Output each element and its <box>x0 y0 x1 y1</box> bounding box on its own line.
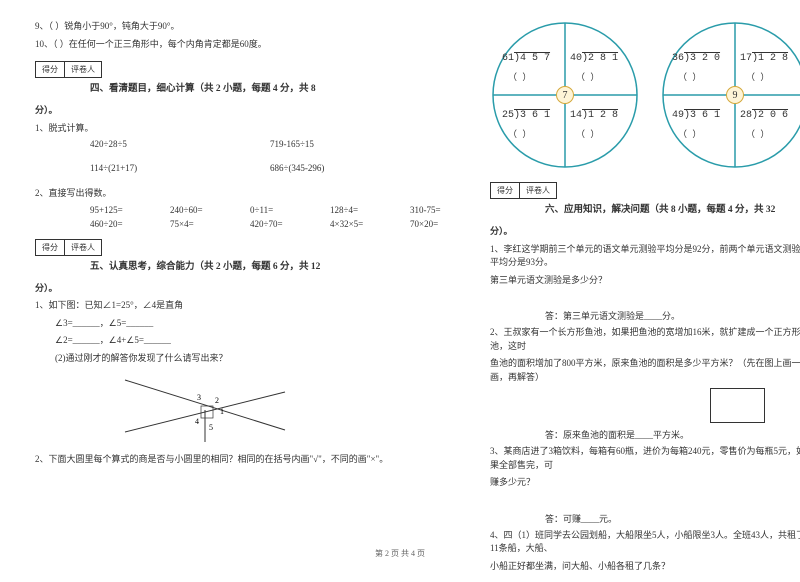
circle-9: 9 36)3 2 0 （ ） 17)1 2 8 （ ） 49)3 6 1 （ ）… <box>660 20 800 170</box>
calc-1b: 719-165÷15 <box>270 139 350 149</box>
grader-label: 评卷人 <box>65 62 101 77</box>
section-4-title: 四、看清题目，细心计算（共 2 小题，每题 4 分，共 8 <box>90 80 465 94</box>
problem-1-label: 1、脱式计算。 <box>35 122 465 136</box>
calc-1a: 420÷28÷5 <box>90 139 170 149</box>
q6-4b: 小船正好都坐满，问大船、小船各租了几条？ <box>490 560 800 574</box>
fen-close: 分）。 <box>35 282 465 296</box>
svg-text:4: 4 <box>195 417 199 426</box>
calc-2i: 4×32×5= <box>330 219 385 229</box>
q6-1a: 1、李红这学期前三个单元的语文单元测验平均分是92分，前两个单元语文测验的平均分… <box>490 243 800 270</box>
q6-1b: 第三单元语文测验是多少分？ <box>490 274 800 288</box>
q6-3b: 赚多少元？ <box>490 476 800 490</box>
calc-2c: 0÷11= <box>250 205 305 215</box>
q6-2-answer: 答：原来鱼池的面积是____平方米。 <box>545 428 800 441</box>
fen-close: 分）。 <box>490 225 800 239</box>
section-5-title: 五、认真思考，综合能力（共 2 小题，每题 6 分，共 12 <box>90 258 465 272</box>
circle-7: 7 61)4 5 7 （ ） 40)2 8 1 （ ） 25)3 6 1 （ ）… <box>490 20 640 170</box>
calc-2d: 128÷4= <box>330 205 385 215</box>
calc-2h: 420÷70= <box>250 219 305 229</box>
svg-text:1: 1 <box>220 407 224 416</box>
calc-1c: 114÷(21+17) <box>90 163 170 173</box>
svg-text:5: 5 <box>209 423 213 432</box>
q6-2b: 鱼池的面积增加了800平方米，原来鱼池的面积是多少平方米？（先在图上画一画，再解… <box>490 357 800 384</box>
q5-1: 1、如下图：已知∠1=25°，∠4是直角 <box>35 299 465 313</box>
fen-close: 分）。 <box>35 104 465 118</box>
q6-1-answer: 答：第三单元语文测验是____分。 <box>545 309 800 322</box>
score-box: 得分 评卷人 <box>35 61 102 78</box>
score-label: 得分 <box>491 183 520 198</box>
page-footer: 第 2 页 共 4 页 <box>0 548 800 559</box>
score-box: 得分 评卷人 <box>35 239 102 256</box>
q6-3a: 3、某商店进了3箱饮料，每箱有60瓶，进价为每箱240元，零售价为每瓶5元，如果… <box>490 445 800 472</box>
q5-2: 2、下面大圆里每个算式的商是否与小圆里的相同？相同的在括号内画"√"，不同的画"… <box>35 453 465 467</box>
center-badge: 9 <box>726 86 744 104</box>
score-box: 得分 评卷人 <box>490 182 557 199</box>
svg-text:3: 3 <box>197 393 201 402</box>
calc-2b: 240÷60= <box>170 205 225 215</box>
q9-text: 9、（ ）锐角小于90°，钝角大于90°。 <box>35 20 465 34</box>
calc-2j: 70×20= <box>410 219 465 229</box>
svg-text:2: 2 <box>215 396 219 405</box>
calc-1d: 686÷(345-296) <box>270 163 350 173</box>
circle-diagrams: 7 61)4 5 7 （ ） 40)2 8 1 （ ） 25)3 6 1 （ ）… <box>490 20 800 170</box>
q5-1a: ∠3=______，∠5=______ <box>55 317 465 331</box>
calc-2a: 95+125= <box>90 205 145 215</box>
score-label: 得分 <box>36 240 65 255</box>
q10-text: 10、（ ）在任何一个正三角形中，每个内角肯定都是60度。 <box>35 38 465 52</box>
section-6-title: 六、应用知识，解决问题（共 8 小题，每题 4 分，共 32 <box>545 201 800 215</box>
calc-2g: 75×4= <box>170 219 225 229</box>
calc-2e: 310-75= <box>410 205 465 215</box>
q5-1b: ∠2=______，∠4+∠5=______ <box>55 334 465 348</box>
q5-1c: (2)通过刚才的解答你发现了什么请写出来？ <box>55 352 465 366</box>
drawing-box <box>710 388 765 423</box>
calc-2f: 460÷20= <box>90 219 145 229</box>
angle-diagram: 3 2 1 4 5 <box>115 370 295 445</box>
grader-label: 评卷人 <box>520 183 556 198</box>
q6-2a: 2、王叔家有一个长方形鱼池，如果把鱼池的宽增加16米，就扩建成一个正方形鱼池，这… <box>490 326 800 353</box>
center-badge: 7 <box>556 86 574 104</box>
grader-label: 评卷人 <box>65 240 101 255</box>
problem-2-label: 2、直接写出得数。 <box>35 187 465 201</box>
score-label: 得分 <box>36 62 65 77</box>
q6-3-answer: 答：可赚____元。 <box>545 512 800 525</box>
